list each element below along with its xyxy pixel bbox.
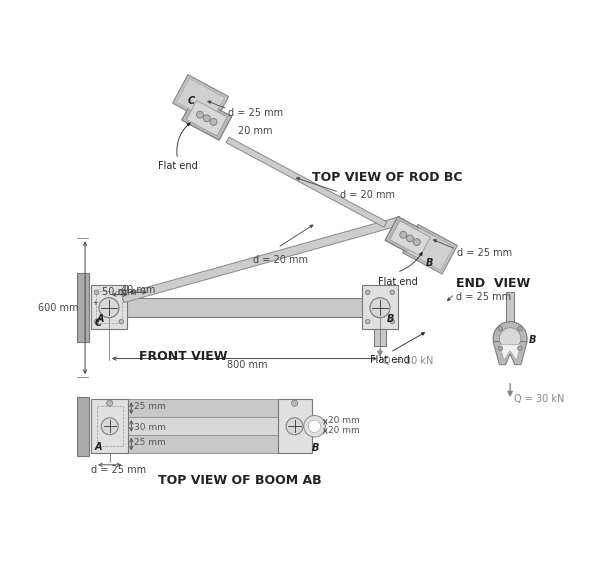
Text: B: B bbox=[387, 314, 395, 324]
Bar bbox=[362, 285, 398, 329]
Bar bbox=[277, 399, 312, 453]
Text: d = 25 mm: d = 25 mm bbox=[457, 248, 512, 258]
Circle shape bbox=[119, 319, 124, 324]
Polygon shape bbox=[226, 137, 387, 228]
Bar bbox=[128, 435, 285, 453]
Polygon shape bbox=[385, 216, 435, 260]
Bar bbox=[78, 397, 89, 456]
Text: TOP VIEW OF BOOM AB: TOP VIEW OF BOOM AB bbox=[158, 474, 322, 487]
Circle shape bbox=[101, 418, 118, 435]
Circle shape bbox=[286, 418, 303, 435]
Text: B: B bbox=[312, 443, 320, 453]
Text: 40 mm: 40 mm bbox=[121, 285, 155, 295]
Text: 25 mm: 25 mm bbox=[134, 438, 165, 447]
Polygon shape bbox=[407, 228, 453, 270]
Text: Flat end: Flat end bbox=[378, 277, 418, 287]
Bar bbox=[127, 299, 381, 317]
Circle shape bbox=[308, 420, 320, 432]
Text: C: C bbox=[94, 319, 101, 329]
Polygon shape bbox=[177, 78, 225, 121]
Polygon shape bbox=[398, 219, 430, 258]
Circle shape bbox=[365, 290, 370, 295]
Circle shape bbox=[197, 111, 203, 118]
Bar bbox=[128, 399, 285, 418]
Polygon shape bbox=[186, 101, 227, 136]
Text: d = 25 mm: d = 25 mm bbox=[456, 292, 511, 302]
Text: C: C bbox=[188, 96, 195, 106]
Text: TOP VIEW OF ROD BC: TOP VIEW OF ROD BC bbox=[312, 171, 463, 183]
Text: d = 20 mm: d = 20 mm bbox=[253, 255, 308, 265]
Text: d = 25 mm: d = 25 mm bbox=[228, 108, 283, 118]
Text: 20 mm: 20 mm bbox=[328, 416, 359, 425]
Polygon shape bbox=[402, 225, 457, 274]
Text: 50 mm: 50 mm bbox=[103, 287, 137, 297]
Text: 600 mm: 600 mm bbox=[38, 303, 79, 313]
Bar bbox=[78, 273, 89, 342]
Circle shape bbox=[365, 319, 370, 324]
Text: 20 mm: 20 mm bbox=[328, 426, 359, 435]
Bar bbox=[91, 399, 128, 453]
Text: B: B bbox=[529, 335, 536, 345]
Circle shape bbox=[370, 298, 390, 318]
Bar bbox=[91, 285, 127, 329]
Polygon shape bbox=[121, 216, 402, 303]
Circle shape bbox=[99, 298, 119, 318]
Circle shape bbox=[493, 322, 527, 356]
Bar bbox=[374, 329, 386, 346]
Text: END  VIEW: END VIEW bbox=[456, 277, 531, 290]
Circle shape bbox=[390, 290, 395, 295]
Text: 800 mm: 800 mm bbox=[226, 360, 267, 370]
Circle shape bbox=[203, 115, 210, 122]
Text: A: A bbox=[94, 442, 102, 452]
Polygon shape bbox=[493, 342, 527, 365]
Text: +: + bbox=[92, 300, 98, 306]
Polygon shape bbox=[390, 220, 430, 256]
Bar bbox=[506, 292, 514, 325]
Circle shape bbox=[94, 319, 99, 324]
Text: Q = 30 kN: Q = 30 kN bbox=[514, 394, 565, 404]
Circle shape bbox=[500, 328, 521, 349]
Polygon shape bbox=[181, 96, 232, 140]
Text: Flat end: Flat end bbox=[370, 356, 410, 366]
Circle shape bbox=[498, 326, 503, 331]
Text: d = 25 mm: d = 25 mm bbox=[91, 465, 146, 475]
Text: d = 20 mm: d = 20 mm bbox=[340, 190, 395, 200]
Circle shape bbox=[518, 346, 522, 350]
Text: 20 mm: 20 mm bbox=[237, 126, 272, 136]
Text: FRONT VIEW: FRONT VIEW bbox=[139, 350, 228, 363]
Circle shape bbox=[210, 118, 217, 125]
Circle shape bbox=[518, 326, 522, 331]
Bar bbox=[128, 417, 285, 436]
Circle shape bbox=[107, 400, 113, 406]
Bar bbox=[97, 406, 123, 446]
Circle shape bbox=[390, 319, 395, 324]
Circle shape bbox=[413, 239, 420, 246]
Circle shape bbox=[94, 290, 99, 295]
Circle shape bbox=[498, 346, 503, 350]
Text: Q = 30 kN: Q = 30 kN bbox=[383, 356, 433, 366]
Text: 30 mm: 30 mm bbox=[134, 423, 166, 432]
Bar bbox=[96, 291, 122, 323]
Circle shape bbox=[400, 231, 407, 238]
Circle shape bbox=[407, 235, 413, 242]
Polygon shape bbox=[172, 75, 229, 125]
Text: 25 mm: 25 mm bbox=[134, 402, 165, 411]
Text: Flat end: Flat end bbox=[158, 162, 198, 172]
Text: A: A bbox=[97, 314, 104, 324]
Circle shape bbox=[304, 416, 325, 437]
Circle shape bbox=[119, 290, 124, 295]
Circle shape bbox=[291, 400, 297, 406]
Polygon shape bbox=[500, 345, 521, 360]
Text: B: B bbox=[426, 258, 433, 268]
